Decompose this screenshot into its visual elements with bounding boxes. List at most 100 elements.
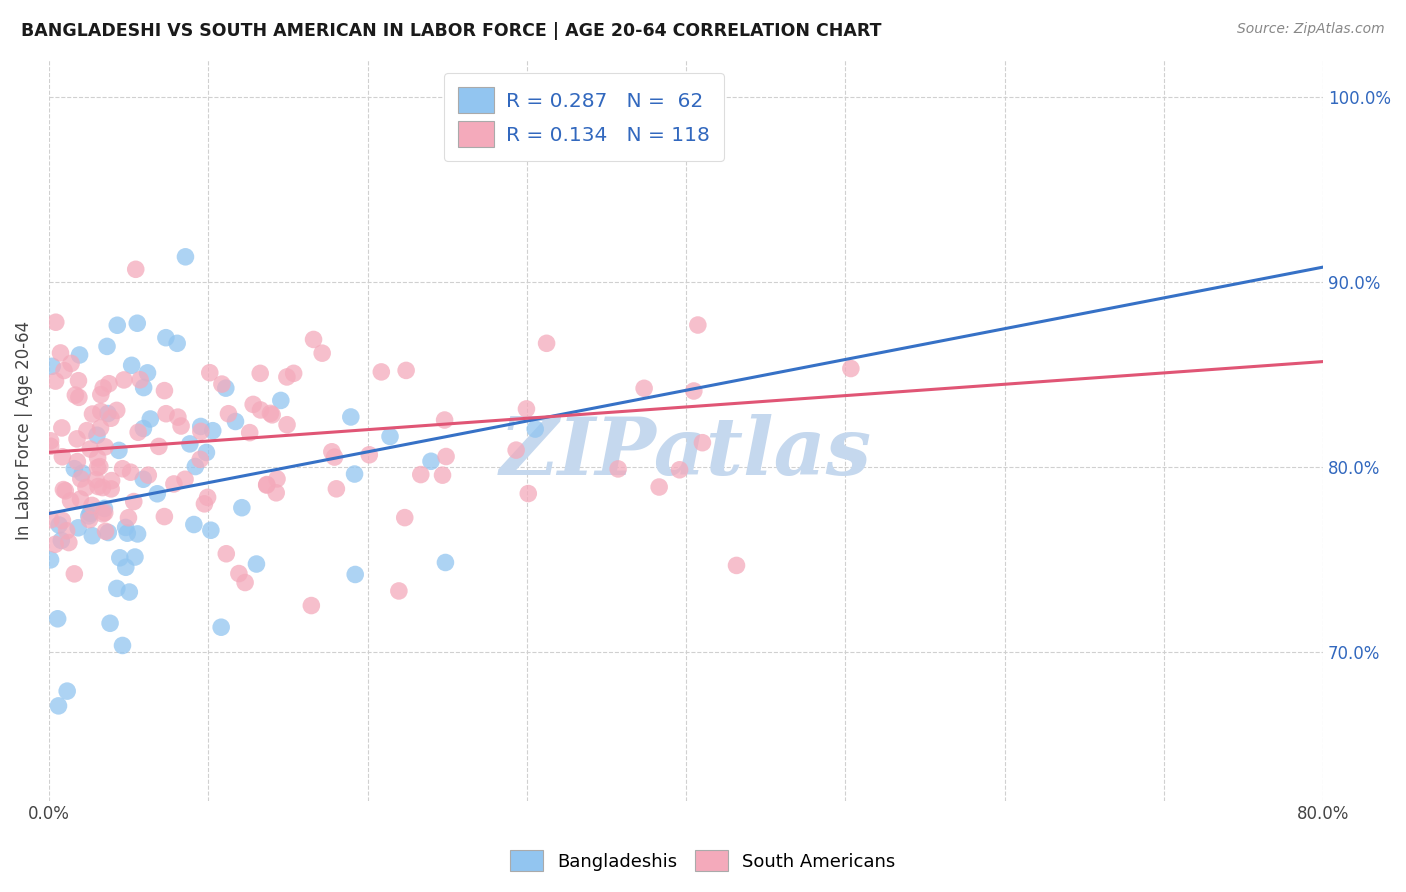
Point xyxy=(94,440,117,454)
Point xyxy=(89,421,111,435)
Point xyxy=(97,376,120,391)
Point xyxy=(79,506,101,520)
Point xyxy=(49,346,72,360)
Point xyxy=(90,387,112,401)
Point xyxy=(299,599,322,613)
Point xyxy=(100,474,122,488)
Point xyxy=(239,425,262,440)
Point xyxy=(118,585,141,599)
Point xyxy=(65,388,87,402)
Point xyxy=(228,566,250,581)
Y-axis label: In Labor Force | Age 20-64: In Labor Force | Age 20-64 xyxy=(15,320,32,540)
Point xyxy=(122,494,145,508)
Point xyxy=(97,407,120,421)
Point xyxy=(112,373,135,387)
Point xyxy=(420,454,443,468)
Point xyxy=(193,497,215,511)
Point xyxy=(686,318,709,332)
Point xyxy=(69,348,91,362)
Point xyxy=(66,432,89,446)
Point xyxy=(163,477,186,491)
Point xyxy=(79,442,101,456)
Point xyxy=(259,406,281,420)
Point xyxy=(197,491,219,505)
Point xyxy=(69,491,91,506)
Point xyxy=(59,493,82,508)
Point xyxy=(72,466,94,480)
Point xyxy=(388,583,411,598)
Point xyxy=(87,479,110,493)
Point xyxy=(256,477,278,491)
Point xyxy=(302,333,325,347)
Point xyxy=(270,393,292,408)
Point xyxy=(69,472,91,486)
Point xyxy=(77,508,100,523)
Point xyxy=(45,315,67,329)
Point xyxy=(262,408,284,422)
Point xyxy=(82,529,104,543)
Point xyxy=(127,425,149,440)
Point xyxy=(343,467,366,481)
Point xyxy=(201,424,224,438)
Point xyxy=(155,331,177,345)
Point xyxy=(668,463,690,477)
Point xyxy=(127,527,149,541)
Point xyxy=(215,381,238,395)
Point xyxy=(108,550,131,565)
Point xyxy=(321,444,343,458)
Point xyxy=(100,411,122,425)
Point xyxy=(231,500,253,515)
Point xyxy=(725,558,748,573)
Point xyxy=(283,367,305,381)
Text: BANGLADESHI VS SOUTH AMERICAN IN LABOR FORCE | AGE 20-64 CORRELATION CHART: BANGLADESHI VS SOUTH AMERICAN IN LABOR F… xyxy=(21,22,882,40)
Point xyxy=(648,480,671,494)
Point xyxy=(394,510,416,524)
Point xyxy=(51,421,73,435)
Point xyxy=(256,478,278,492)
Point xyxy=(39,513,62,527)
Point xyxy=(39,434,62,448)
Point xyxy=(84,473,107,487)
Point xyxy=(108,443,131,458)
Point xyxy=(153,509,176,524)
Point xyxy=(93,501,115,516)
Point xyxy=(536,336,558,351)
Point xyxy=(249,367,271,381)
Point xyxy=(153,384,176,398)
Point xyxy=(167,410,190,425)
Point xyxy=(127,316,149,330)
Point xyxy=(76,424,98,438)
Point xyxy=(146,487,169,501)
Point xyxy=(340,409,363,424)
Point xyxy=(48,698,70,713)
Point xyxy=(515,401,537,416)
Point xyxy=(215,547,238,561)
Point xyxy=(51,513,73,527)
Text: Source: ZipAtlas.com: Source: ZipAtlas.com xyxy=(1237,22,1385,37)
Point xyxy=(66,454,89,468)
Point xyxy=(174,472,197,486)
Point xyxy=(148,439,170,453)
Point xyxy=(67,521,90,535)
Point xyxy=(52,483,75,497)
Point xyxy=(344,567,367,582)
Legend: Bangladeshis, South Americans: Bangladeshis, South Americans xyxy=(503,843,903,879)
Point xyxy=(46,612,69,626)
Point xyxy=(91,507,114,521)
Point xyxy=(607,462,630,476)
Point xyxy=(242,397,264,411)
Point xyxy=(114,560,136,574)
Point xyxy=(266,472,288,486)
Point xyxy=(195,445,218,459)
Point xyxy=(155,407,177,421)
Point xyxy=(67,374,90,388)
Point xyxy=(55,524,77,538)
Point xyxy=(111,461,134,475)
Point xyxy=(97,525,120,540)
Point xyxy=(96,339,118,353)
Text: ZIPatlas: ZIPatlas xyxy=(501,414,872,491)
Point xyxy=(217,407,239,421)
Point xyxy=(75,481,97,495)
Point xyxy=(93,506,115,520)
Point xyxy=(174,250,197,264)
